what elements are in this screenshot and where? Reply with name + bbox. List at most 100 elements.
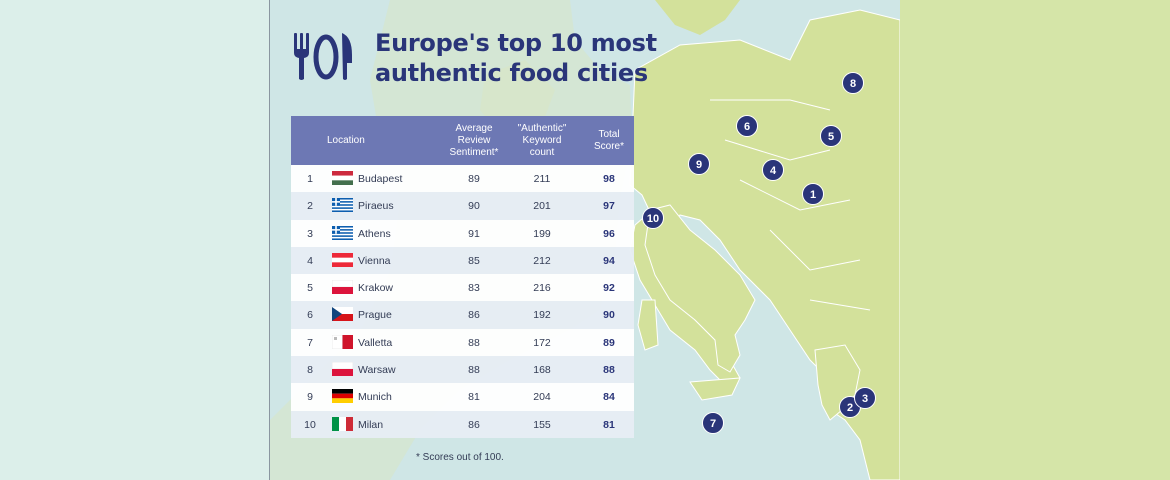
hungary-flag (332, 171, 353, 185)
total-score-cell: 90 (603, 309, 615, 322)
map-marker-7: 7 (702, 412, 724, 434)
rank-cell: 9 (307, 391, 313, 404)
table-row: 1 Budapest 89 211 98 (291, 165, 634, 193)
map-marker-10: 10 (642, 207, 664, 229)
rank-cell: 6 (307, 309, 313, 322)
keyword-count-cell: 155 (533, 418, 551, 431)
keyword-count-cell: 201 (533, 200, 551, 213)
keyword-count-cell: 216 (533, 282, 551, 295)
cutlery-icon (292, 33, 354, 86)
avg-sentiment-cell: 86 (468, 309, 480, 322)
rank-cell: 5 (307, 282, 313, 295)
header-avg-line2: Review (457, 135, 491, 146)
city-cell: Athens (358, 227, 391, 240)
page-title: Europe's top 10 most authentic food citi… (375, 28, 695, 88)
germany-flag (332, 389, 353, 404)
rank-cell: 3 (307, 227, 313, 240)
header-avg-line1: Average (455, 123, 493, 134)
total-score-cell: 89 (603, 336, 615, 349)
header-keyword-count: "Authentic" Keyword count (506, 123, 578, 159)
total-score-cell: 94 (603, 254, 615, 267)
greece-flag (332, 198, 353, 213)
table-row: 5 Krakow 83 216 92 (291, 274, 634, 302)
avg-sentiment-cell: 86 (468, 418, 480, 431)
rank-cell: 2 (307, 200, 313, 213)
avg-sentiment-cell: 83 (468, 282, 480, 295)
left-background (0, 0, 270, 480)
header-kw-line2: Keyword (522, 135, 562, 146)
total-score-cell: 98 (603, 173, 615, 185)
header-avg-line3: Sentiment* (449, 147, 499, 158)
total-score-cell: 92 (603, 282, 615, 295)
avg-sentiment-cell: 81 (468, 391, 480, 404)
italy-flag (332, 416, 353, 431)
header-location: Location (327, 135, 365, 146)
infographic-poster: Europe's top 10 most authentic food citi… (270, 0, 900, 480)
malta-flag (332, 334, 353, 349)
table-row: 3 Athens 91 199 96 (291, 219, 634, 247)
city-cell: Vienna (358, 254, 391, 267)
header-kw-line3: count (529, 147, 555, 158)
table-row: 2 Piraeus 90 201 97 (291, 192, 634, 220)
header-kw-line1: "Authentic" (517, 123, 567, 134)
footnote: * Scores out of 100. (416, 452, 504, 463)
avg-sentiment-cell: 88 (468, 336, 480, 349)
keyword-count-cell: 211 (533, 173, 551, 185)
rank-cell: 8 (307, 364, 313, 377)
table-row: 7 Valletta 88 172 89 (291, 328, 634, 357)
city-cell: Warsaw (358, 364, 396, 377)
city-cell: Piraeus (358, 200, 394, 213)
city-cell: Prague (358, 309, 392, 322)
rank-cell: 10 (304, 418, 316, 431)
map-marker-3: 3 (854, 387, 876, 409)
title-line-2: authentic food cities (375, 59, 648, 87)
total-score-cell: 88 (603, 364, 615, 377)
rank-cell: 7 (307, 336, 313, 349)
keyword-count-cell: 199 (533, 227, 551, 240)
poster-border-left (269, 0, 270, 480)
city-cell: Krakow (358, 282, 394, 295)
right-background (900, 0, 1170, 480)
greece-flag (332, 225, 353, 240)
header-total-score: Total Score* (585, 129, 633, 153)
rank-cell: 4 (307, 254, 313, 267)
keyword-count-cell: 168 (533, 364, 551, 377)
keyword-count-cell: 192 (533, 309, 551, 322)
table-row: 9 Munich 81 204 84 (291, 383, 634, 411)
avg-sentiment-cell: 88 (468, 364, 480, 377)
rank-cell: 1 (307, 173, 313, 185)
table-header: Location Average Review Sentiment* "Auth… (291, 116, 634, 165)
map-marker-5: 5 (820, 125, 842, 147)
poland-flag (332, 280, 353, 295)
avg-sentiment-cell: 91 (468, 227, 480, 240)
table-row: 10 Milan 86 155 81 (291, 410, 634, 438)
ranking-table: Location Average Review Sentiment* "Auth… (291, 116, 634, 438)
city-cell: Budapest (358, 173, 403, 185)
avg-sentiment-cell: 85 (468, 254, 480, 267)
header-score-line1: Total (598, 129, 620, 140)
map-marker-6: 6 (736, 115, 758, 137)
map-marker-4: 4 (762, 159, 784, 181)
city-cell: Valletta (358, 336, 393, 349)
total-score-cell: 96 (603, 227, 615, 240)
city-cell: Munich (358, 391, 392, 404)
keyword-count-cell: 212 (533, 254, 551, 267)
city-cell: Milan (358, 418, 384, 431)
total-score-cell: 97 (603, 200, 615, 213)
table-row: 6 Prague 86 192 90 (291, 301, 634, 329)
header-avg-sentiment: Average Review Sentiment* (439, 123, 509, 159)
map-marker-8: 8 (842, 72, 864, 94)
austria-flag (332, 252, 353, 267)
header-score-line2: Score* (593, 141, 624, 152)
map-marker-1: 1 (802, 183, 824, 205)
total-score-cell: 84 (603, 391, 615, 404)
poland-flag (332, 362, 353, 377)
table-body: 1 Budapest 89 211 98 2 Piraeus 90 201 97 3 Athens 91… (291, 165, 634, 438)
czechia-flag (332, 307, 353, 322)
map-marker-9: 9 (688, 153, 710, 175)
avg-sentiment-cell: 90 (468, 200, 480, 213)
title-line-1: Europe's top 10 most (375, 29, 657, 57)
total-score-cell: 81 (603, 418, 615, 431)
table-row: 4 Vienna 85 212 94 (291, 246, 634, 275)
keyword-count-cell: 172 (533, 336, 551, 349)
